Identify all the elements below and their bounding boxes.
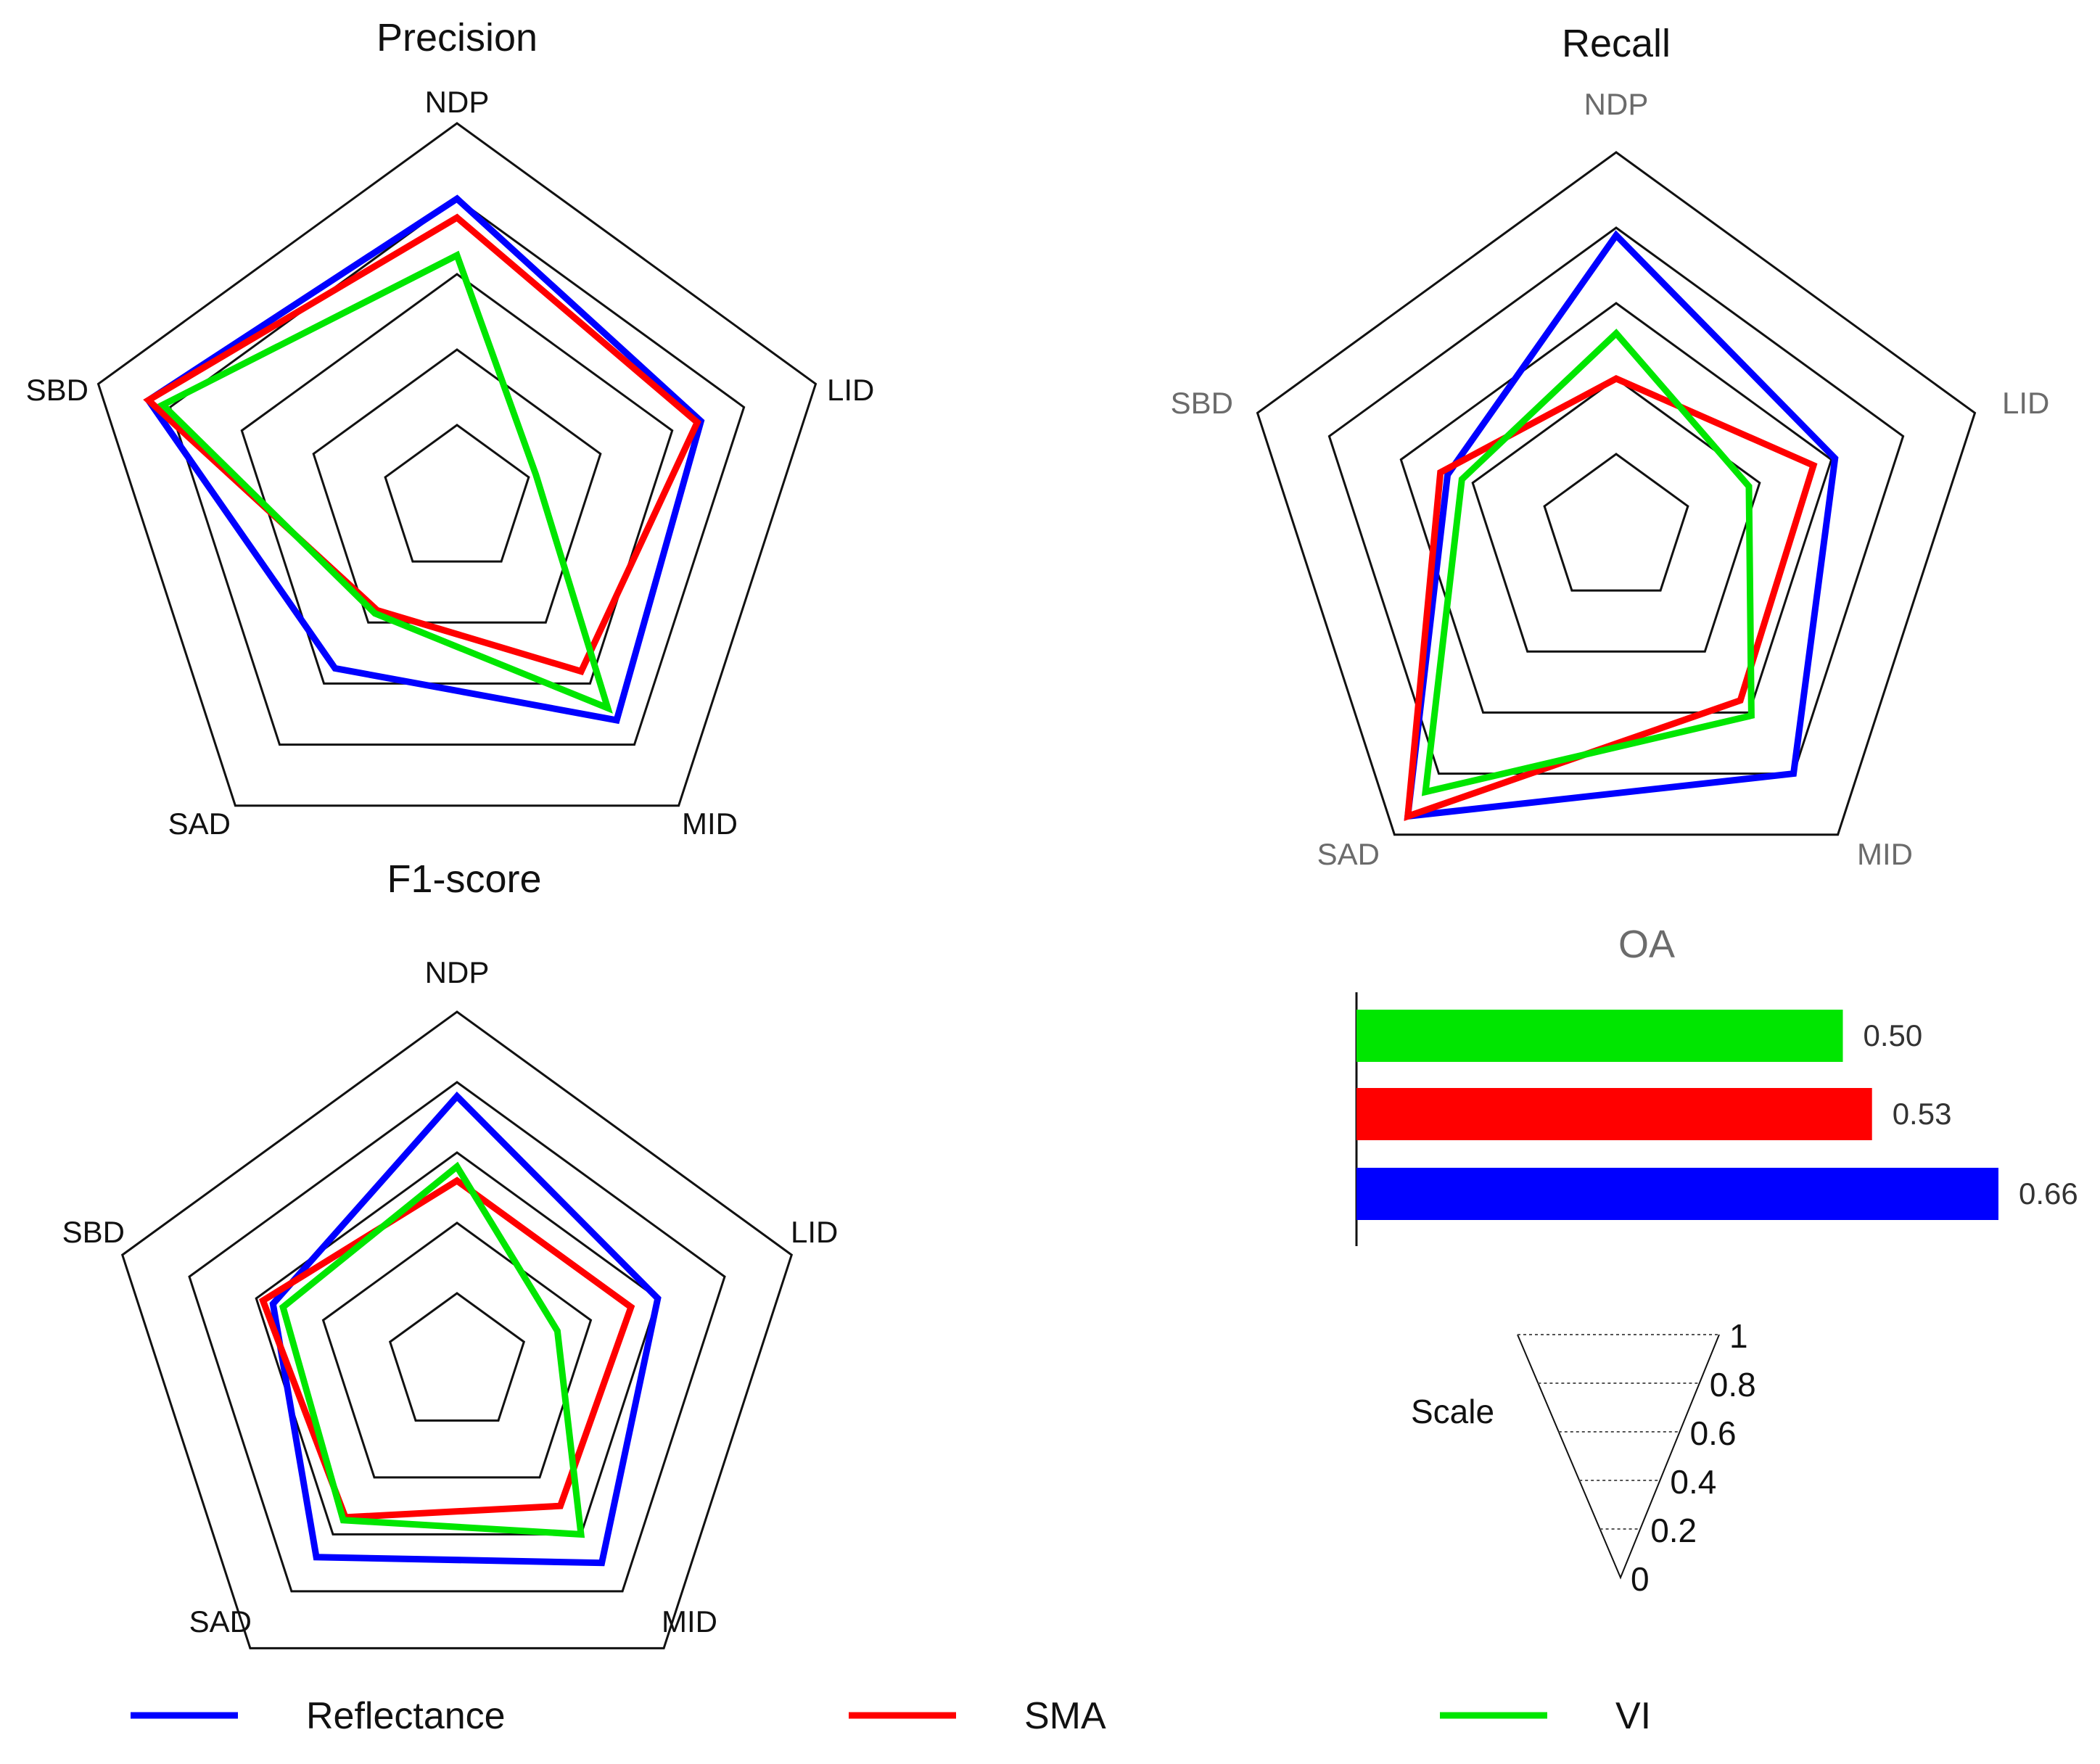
f1-score-axis-label-mid: MID (662, 1604, 717, 1639)
oa-title: OA (1618, 923, 1675, 966)
f1-score-grid-ring-4 (321, 1221, 593, 1479)
precision-radar-chart: Precision NDP LID MID SAD SBD (26, 16, 875, 841)
recall-grid-ring-6 (1399, 302, 1833, 714)
precision-grid-ring-2 (384, 424, 530, 563)
f1-score-title: F1-score (387, 857, 541, 901)
precision-axis-label-sbd: SBD (26, 373, 88, 407)
f1-score-series-reflectance (269, 1091, 662, 1567)
scale-tick-1: 1 (1729, 1317, 1748, 1355)
recall-axis-label-sad: SAD (1317, 837, 1380, 871)
oa-bar-vi (1356, 1010, 1843, 1062)
recall-axis-label-mid: MID (1857, 837, 1913, 871)
f1-score-axis-label-sbd: SBD (62, 1215, 125, 1249)
oa-bar-reflectance (1356, 1168, 1998, 1220)
scale-tick-0-6: 0.6 (1690, 1414, 1737, 1452)
recall-axis-label-sbd: SBD (1171, 386, 1233, 420)
f1-score-series-sma (258, 1176, 635, 1521)
recall-series-vi (1421, 329, 1755, 796)
recall-title: Recall (1562, 22, 1671, 65)
recall-grid-ring-4 (1471, 377, 1761, 653)
scale-triangle (1517, 1334, 1720, 1580)
recall-grid-ring-8 (1327, 226, 1905, 775)
oa-value-label-reflectance: 0.66 (2019, 1176, 2078, 1211)
scale-key: Scale 00.2 0.4 0.6 0.8 1 (1411, 1317, 1756, 1598)
legend-label-reflectance: Reflectance (306, 1695, 506, 1737)
precision-grid-ring-10 (96, 122, 818, 807)
oa-value-label-sma: 0.53 (1893, 1097, 1952, 1131)
recall-series-reflectance (1404, 230, 1839, 820)
precision-series-reflectance (144, 194, 705, 725)
precision-series-vi (157, 250, 613, 714)
recall-axis-label-lid: LID (2002, 386, 2049, 420)
precision-title: Precision (376, 16, 538, 59)
f1-score-radar-chart: F1-score NDP LID MID SAD SBD (62, 857, 838, 1649)
legend-label-sma: SMA (1024, 1695, 1106, 1737)
f1-score-axis-label-ndp: NDP (425, 955, 490, 989)
oa-value-label-vi: 0.50 (1864, 1018, 1923, 1052)
recall-grid-ring-2 (1543, 453, 1689, 592)
scale-label: Scale (1411, 1393, 1494, 1430)
precision-grid-ring-4 (312, 348, 602, 624)
precision-axis-label-mid: MID (682, 807, 738, 841)
f1-score-axis-label-lid: LID (791, 1215, 838, 1249)
precision-grid-ring-6 (240, 273, 674, 685)
scale-tick-0-8: 0.8 (1710, 1366, 1756, 1404)
precision-series-sma (143, 213, 701, 676)
recall-axis-label-ndp: NDP (1584, 87, 1649, 121)
scale-tick-0: 0 (1631, 1560, 1650, 1598)
f1-score-series-vi (279, 1161, 585, 1538)
recall-radar-chart: Recall NDP LID MID SAD SBD (1171, 22, 2050, 871)
precision-axis-label-lid: LID (827, 373, 874, 407)
oa-bar-chart: OA 0.50 0.53 0.66 (1355, 923, 2078, 1246)
f1-score-grid-ring-8 (188, 1081, 726, 1593)
legend-label-vi: VI (1615, 1695, 1651, 1737)
f1-score-grid-ring-6 (255, 1151, 659, 1536)
precision-grid-ring-8 (168, 197, 746, 746)
legend: Reflectance SMA VI (131, 1695, 1651, 1737)
f1-score-grid-ring-2 (388, 1292, 526, 1422)
oa-bar-sma (1356, 1088, 1872, 1140)
f1-score-grid-ring-10 (120, 1010, 794, 1649)
f1-score-axis-label-sad: SAD (189, 1604, 252, 1639)
precision-axis-label-ndp: NDP (425, 85, 490, 119)
recall-grid-ring-10 (1256, 151, 1977, 836)
scale-tick-0-2: 0.2 (1650, 1512, 1697, 1549)
precision-axis-label-sad: SAD (168, 807, 231, 841)
scale-tick-0-4: 0.4 (1670, 1463, 1716, 1501)
